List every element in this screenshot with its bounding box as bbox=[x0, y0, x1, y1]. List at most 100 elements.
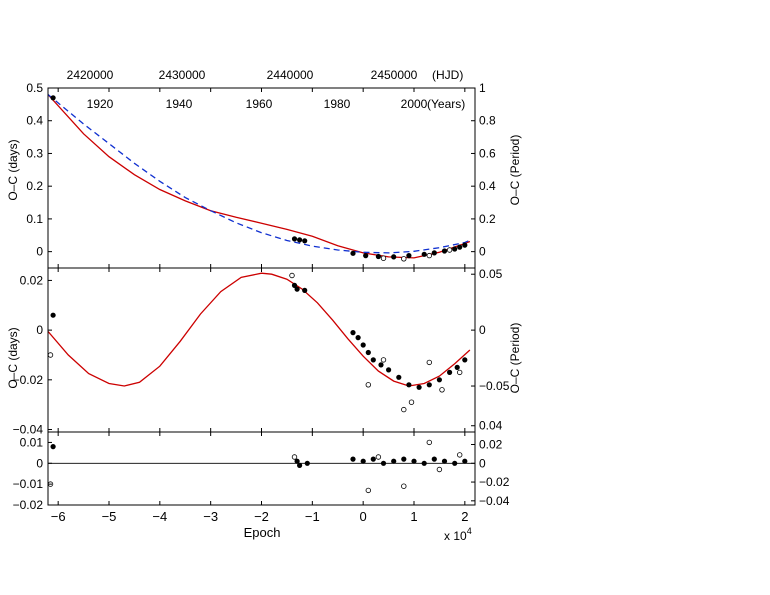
top-filled-point bbox=[375, 253, 381, 260]
top-frame bbox=[47, 87, 476, 269]
middle-open-point bbox=[48, 352, 54, 358]
middle-filled-point bbox=[454, 364, 460, 370]
bottom-open-point bbox=[375, 454, 382, 460]
middle-filled-point bbox=[360, 342, 366, 348]
top-ytick-label-left: 0.3 bbox=[26, 146, 43, 160]
hjd-tick-label: 2430000 bbox=[159, 68, 206, 82]
bottom-open-point bbox=[401, 483, 407, 489]
x-multiplier-exponent: 4 bbox=[467, 526, 472, 536]
middle-open-point bbox=[426, 359, 432, 366]
middle-ytick-label-left: 0.02 bbox=[20, 273, 44, 287]
middle-filled-point bbox=[355, 335, 361, 341]
top-filled-point bbox=[452, 246, 458, 252]
top-filled-point bbox=[462, 242, 468, 248]
top-ytick-label-right: 0.6 bbox=[479, 146, 496, 160]
top-filled-point bbox=[363, 253, 369, 259]
top-open-point bbox=[401, 256, 407, 262]
bottom-filled-point bbox=[391, 458, 397, 464]
top-filled-point bbox=[50, 95, 56, 101]
middle-ytick-label-right: 0.05 bbox=[479, 267, 503, 281]
middle-filled-point bbox=[396, 374, 402, 380]
bottom-ytick-label-left: 0 bbox=[36, 456, 43, 470]
x-tick-label: −5 bbox=[102, 509, 117, 524]
hjd-tick-label: 2440000 bbox=[267, 68, 314, 82]
middle-filled-point bbox=[406, 382, 412, 388]
bottom-filled-point bbox=[50, 444, 56, 450]
hjd-tick-label: 2450000 bbox=[371, 68, 418, 82]
middle-filled-point bbox=[350, 330, 356, 336]
top-ytick-label-left: 0.2 bbox=[26, 179, 43, 193]
middle-filled-point bbox=[50, 312, 56, 318]
top-filled-point bbox=[406, 253, 412, 259]
bottom-filled-point bbox=[370, 456, 376, 462]
middle-filled-point bbox=[416, 384, 422, 390]
middle-series-line-0 bbox=[48, 272, 471, 387]
middle-open-point bbox=[289, 272, 295, 279]
top-ytick-label-right: 0.4 bbox=[479, 179, 496, 193]
middle-filled-point bbox=[370, 357, 376, 363]
top-filled-point bbox=[291, 236, 298, 242]
top-ytick-label-right: 1 bbox=[479, 81, 486, 95]
bottom-ytick-label-left: −0.01 bbox=[13, 477, 44, 491]
middle-ytick-label-right: 0 bbox=[479, 323, 486, 337]
bottom-open-point bbox=[291, 454, 298, 460]
top-series-group bbox=[48, 93, 471, 262]
bottom-filled-point bbox=[411, 458, 417, 464]
middle-open-point bbox=[408, 399, 415, 405]
middle-filled-point bbox=[378, 362, 384, 368]
bottom-filled-point bbox=[452, 460, 458, 466]
middle-filled-point bbox=[294, 286, 300, 292]
top-ytick-label-left: 0.1 bbox=[26, 212, 43, 226]
top-ylabel-left: O–C (days) bbox=[6, 139, 20, 200]
x-tick-label: −6 bbox=[51, 509, 66, 524]
top-series-line-0 bbox=[48, 94, 471, 259]
middle-ylabel-right: O–C (Period) bbox=[508, 323, 522, 394]
middle-open-point bbox=[439, 387, 445, 393]
bottom-ytick-label-right: 0.04 bbox=[479, 419, 503, 433]
middle-panel: −0.04 −0.02 0 0.02 −0.05 0 0.05 bbox=[13, 267, 510, 436]
hjd-tick-label: 2420000 bbox=[67, 68, 114, 82]
middle-ytick-label-left: 0 bbox=[36, 323, 43, 337]
bottom-open-point bbox=[426, 439, 432, 446]
top-open-point bbox=[446, 247, 453, 253]
bottom-frame bbox=[47, 431, 476, 506]
x-tick-label: −4 bbox=[152, 509, 167, 524]
middle-filled-point bbox=[302, 287, 308, 293]
middle-open-point bbox=[380, 357, 387, 363]
year-tick-label: 1980 bbox=[324, 97, 351, 111]
top-filled-point bbox=[391, 254, 397, 260]
bottom-open-point bbox=[457, 452, 463, 458]
middle-filled-point bbox=[426, 382, 432, 388]
bottom-filled-point bbox=[350, 456, 356, 462]
bottom-filled-point bbox=[360, 458, 366, 464]
top-filled-point bbox=[421, 251, 427, 257]
top-open-point bbox=[380, 255, 387, 261]
top-ytick-label-right: 0 bbox=[479, 245, 486, 259]
bottom-filled-point bbox=[294, 458, 300, 464]
middle-filled-point bbox=[365, 349, 371, 356]
year-tick-label: 1960 bbox=[246, 97, 273, 111]
top-ytick-label-left: 0.4 bbox=[26, 114, 43, 128]
bottom-filled-point bbox=[380, 460, 387, 466]
middle-ytick-label-right: −0.05 bbox=[479, 379, 510, 393]
middle-filled-point bbox=[386, 367, 392, 373]
x-tick-label: 0 bbox=[360, 509, 367, 524]
middle-filled-point bbox=[462, 357, 468, 363]
x-multiplier: x 104 bbox=[444, 526, 472, 543]
x-tick-label: −1 bbox=[305, 509, 320, 524]
middle-filled-point bbox=[436, 377, 442, 383]
x-multiplier-base: x 10 bbox=[444, 529, 467, 543]
middle-open-point bbox=[401, 406, 407, 413]
middle-series-group bbox=[48, 272, 471, 413]
bottom-filled-point bbox=[401, 456, 407, 462]
top-panel: 0 0.1 0.2 0.3 0.4 0.5 0 0.2 0.4 0.6 0.8 1 2420000 243… bbox=[26, 68, 496, 269]
top-filled-point bbox=[297, 237, 303, 243]
bottom-open-point bbox=[365, 487, 371, 494]
bottom-open-point bbox=[436, 466, 443, 473]
top-ytick-label-right: 0.2 bbox=[479, 212, 496, 226]
x-tick-label: 1 bbox=[410, 509, 417, 524]
top-filled-point bbox=[302, 238, 308, 244]
middle-frame bbox=[47, 267, 476, 433]
